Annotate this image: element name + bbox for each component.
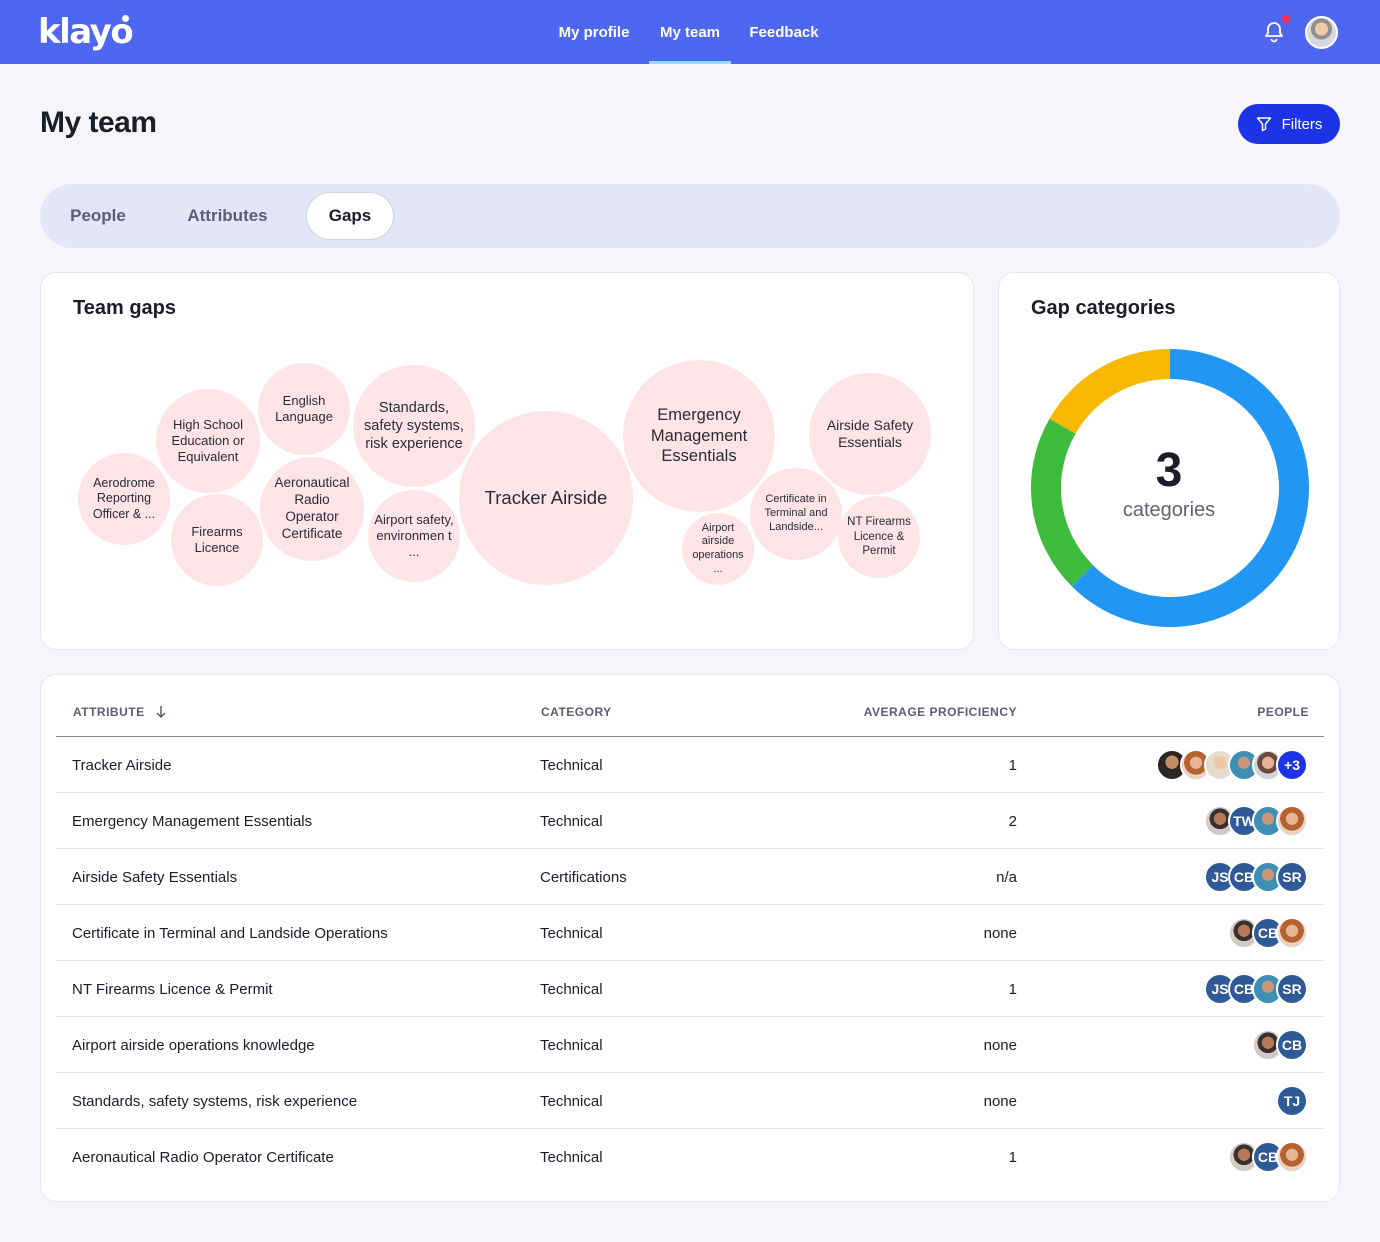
people-avatar-group[interactable]: CB bbox=[1228, 1141, 1308, 1173]
person-initials-avatar[interactable]: SR bbox=[1276, 973, 1308, 1005]
person-photo-avatar[interactable] bbox=[1276, 805, 1308, 837]
category-cell: Technical bbox=[540, 1148, 603, 1166]
person-initials-avatar[interactable]: TJ bbox=[1276, 1085, 1308, 1117]
person-initials-avatar[interactable]: TW bbox=[1228, 805, 1260, 837]
table-row[interactable]: Aeronautical Radio Operator Certificate T… bbox=[56, 1129, 1324, 1185]
person-initials-avatar[interactable]: SR bbox=[1276, 861, 1308, 893]
proficiency-cell: 1 bbox=[1008, 756, 1017, 774]
attribute-header-label: ATTRIBUTE bbox=[73, 705, 145, 719]
table-row[interactable]: Standards, safety systems, risk experien… bbox=[56, 1073, 1324, 1129]
page-title: My team bbox=[40, 106, 157, 139]
gap-bubble[interactable]: High School Education or Equivalent bbox=[156, 389, 260, 493]
gap-bubble[interactable]: Standards, safety systems, risk experien… bbox=[353, 365, 475, 487]
people-avatar-group[interactable]: CB bbox=[1252, 1029, 1308, 1061]
column-header-category[interactable]: CATEGORY bbox=[541, 705, 612, 719]
attribute-cell: Aeronautical Radio Operator Certificate bbox=[72, 1148, 334, 1166]
attribute-cell: Standards, safety systems, risk experien… bbox=[72, 1092, 358, 1110]
category-cell: Technical bbox=[540, 756, 603, 774]
proficiency-cell: none bbox=[983, 1036, 1017, 1054]
people-avatar-group[interactable]: TW bbox=[1204, 805, 1308, 837]
table-row[interactable]: Airport airside operations knowledge Tech… bbox=[56, 1017, 1324, 1073]
gap-bubble[interactable]: Airside Safety Essentials bbox=[809, 373, 931, 495]
categories-label: categories bbox=[1122, 499, 1216, 521]
donut-segment-0[interactable] bbox=[1071, 349, 1309, 627]
people-avatar-group[interactable]: SR CB JS bbox=[1204, 973, 1308, 1005]
person-initials-avatar[interactable]: CB bbox=[1276, 1029, 1308, 1061]
logo-dot bbox=[122, 15, 129, 22]
gap-bubble[interactable]: English Language bbox=[258, 363, 350, 455]
team-gaps-card: Team gaps Aerodrome Reporting Officer & … bbox=[40, 272, 974, 650]
table-row[interactable]: Airside Safety Essentials Certifications n… bbox=[56, 849, 1324, 905]
table-header-divider bbox=[56, 736, 1324, 737]
tab-attributes[interactable]: Attributes bbox=[187, 206, 268, 225]
nav-my-team[interactable]: My team bbox=[649, 0, 731, 64]
filter-icon bbox=[1256, 117, 1271, 132]
gap-bubble[interactable]: Certificate in Terminal and Landside... bbox=[750, 468, 842, 560]
gap-categories-donut-chart bbox=[1031, 349, 1309, 627]
people-avatar-group[interactable]: +3 bbox=[1156, 749, 1308, 781]
gap-categories-card: Gap categories 3 categories bbox=[998, 272, 1340, 650]
proficiency-cell: 1 bbox=[1008, 980, 1017, 998]
attribute-cell: Emergency Management Essentials bbox=[72, 812, 313, 830]
nav-feedback[interactable]: Feedback bbox=[749, 23, 819, 41]
categories-count: 3 bbox=[1155, 444, 1183, 497]
people-avatar-group[interactable]: TJ bbox=[1276, 1085, 1308, 1117]
user-avatar[interactable] bbox=[1305, 16, 1338, 49]
klayo-logo[interactable]: klayo bbox=[38, 12, 134, 52]
gap-bubble[interactable]: Tracker Airside bbox=[459, 411, 633, 585]
attribute-cell: Tracker Airside bbox=[72, 756, 172, 774]
filters-label: Filters bbox=[1281, 115, 1323, 133]
category-cell: Technical bbox=[540, 812, 603, 830]
proficiency-cell: none bbox=[983, 1092, 1017, 1110]
top-navigation-bar: klayo My profile My team Feedback bbox=[0, 0, 1380, 64]
gap-bubble[interactable]: Airport safety, environmen t ... bbox=[368, 490, 460, 582]
person-photo-avatar[interactable] bbox=[1276, 1141, 1308, 1173]
proficiency-cell: none bbox=[983, 924, 1017, 942]
proficiency-cell: 2 bbox=[1008, 812, 1017, 830]
filters-button[interactable]: Filters bbox=[1238, 104, 1340, 144]
gap-bubble[interactable]: NT Firearms Licence & Permit bbox=[838, 496, 920, 578]
view-tabs: People Attributes Gaps bbox=[40, 184, 1340, 248]
nav-my-profile[interactable]: My profile bbox=[558, 23, 630, 41]
gap-bubble[interactable]: Aeronautical Radio Operator Certificate bbox=[260, 457, 364, 561]
attribute-cell: Airport airside operations knowledge bbox=[72, 1036, 315, 1054]
category-cell: Technical bbox=[540, 1092, 603, 1110]
column-header-attribute[interactable]: ATTRIBUTE bbox=[73, 705, 167, 719]
notifications-bell-icon[interactable] bbox=[1262, 20, 1286, 44]
category-cell: Technical bbox=[540, 980, 603, 998]
category-cell: Certifications bbox=[540, 868, 627, 886]
people-avatar-group[interactable]: CB bbox=[1228, 917, 1308, 949]
attribute-cell: Certificate in Terminal and Landside Ope… bbox=[72, 924, 388, 942]
donut-segment-2[interactable] bbox=[1049, 349, 1171, 435]
table-row[interactable]: NT Firearms Licence & Permit Technical 1 SR… bbox=[56, 961, 1324, 1017]
notification-badge bbox=[1282, 15, 1290, 23]
attribute-cell: NT Firearms Licence & Permit bbox=[72, 980, 273, 998]
gaps-table: ATTRIBUTE CATEGORY AVERAGE PROFICIENCY P… bbox=[40, 674, 1340, 1202]
category-cell: Technical bbox=[540, 1036, 603, 1054]
gap-bubble[interactable]: Airport airside operations ... bbox=[682, 513, 754, 585]
gap-bubble[interactable]: Emergency Management Essentials bbox=[623, 360, 775, 512]
table-row[interactable]: Emergency Management Essentials Technical… bbox=[56, 793, 1324, 849]
person-photo-avatar[interactable] bbox=[1276, 917, 1308, 949]
category-cell: Technical bbox=[540, 924, 603, 942]
team-gaps-title: Team gaps bbox=[73, 297, 176, 319]
column-header-average-proficiency[interactable]: AVERAGE PROFICIENCY bbox=[863, 705, 1017, 719]
gap-categories-title: Gap categories bbox=[1031, 297, 1176, 319]
donut-segment-1[interactable] bbox=[1031, 418, 1094, 587]
table-row[interactable]: Certificate in Terminal and Landside Ope… bbox=[56, 905, 1324, 961]
column-header-people: PEOPLE bbox=[1257, 705, 1309, 719]
tab-gaps[interactable]: Gaps bbox=[306, 192, 394, 240]
gap-bubble[interactable]: Aerodrome Reporting Officer & ... bbox=[78, 453, 170, 545]
people-avatar-group[interactable]: SR CB JS bbox=[1204, 861, 1308, 893]
sort-descending-icon[interactable] bbox=[155, 705, 167, 719]
gap-bubble[interactable]: Firearms Licence bbox=[171, 494, 263, 586]
more-people-badge[interactable]: +3 bbox=[1276, 749, 1308, 781]
attribute-cell: Airside Safety Essentials bbox=[72, 868, 238, 886]
proficiency-cell: 1 bbox=[1008, 1148, 1017, 1166]
table-row[interactable]: Tracker Airside Technical 1 +3 bbox=[56, 737, 1324, 793]
proficiency-cell: n/a bbox=[996, 868, 1017, 886]
tab-people[interactable]: People bbox=[70, 206, 126, 225]
